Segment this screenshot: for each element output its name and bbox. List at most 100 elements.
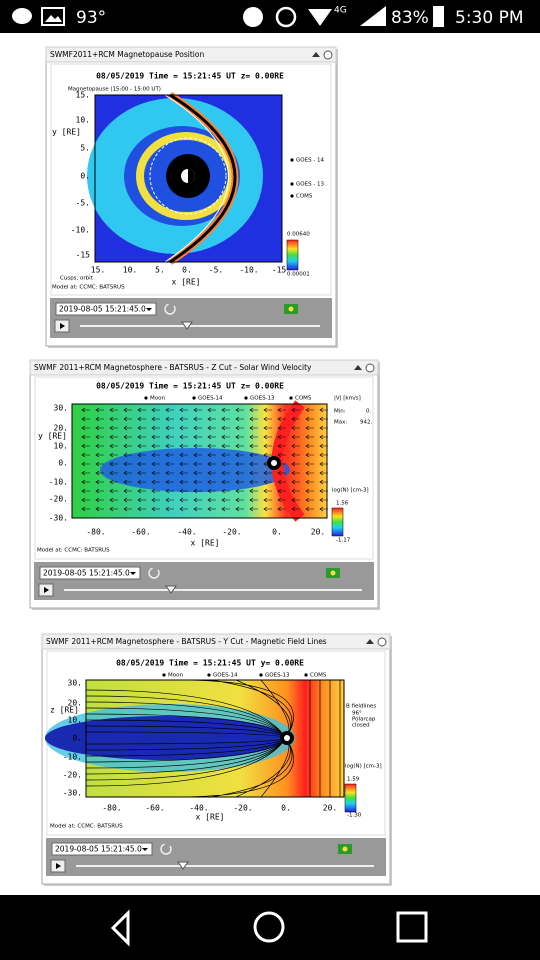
legend-marker — [289, 396, 293, 400]
y-tick-label: 20. — [54, 424, 68, 433]
message-icon — [12, 8, 32, 24]
refresh-button[interactable] — [164, 303, 176, 315]
close-button[interactable] — [365, 363, 375, 373]
x-tick-label: -5. — [209, 266, 223, 275]
plot-note: 1.59 — [347, 777, 360, 783]
plot-note: Min: — [334, 409, 346, 415]
x-tick-label: -80. — [102, 804, 121, 813]
time-slider-thumb[interactable] — [177, 861, 189, 870]
legend-marker — [304, 673, 308, 677]
plot-note: |V| [km/s] — [334, 396, 361, 402]
dashed-circle — [149, 137, 227, 215]
legend-label: Moon — [150, 396, 165, 402]
x-axis-label: x [RE] — [196, 813, 225, 822]
y-tick-label: 0. — [72, 734, 82, 743]
close-button[interactable] — [377, 637, 387, 647]
plot-header: 08/05/2019 Time = 15:21:45 UT y= 0.00RE — [116, 658, 304, 668]
model-credit: Model at: CCMC: BATSRUS — [52, 285, 125, 291]
plot-border — [71, 403, 328, 519]
earth — [284, 735, 290, 741]
x-tick-label: -20. — [222, 528, 241, 537]
date-dropdown[interactable] — [55, 302, 157, 316]
dropdown-arrow — [146, 308, 152, 311]
legend-label: COMS — [310, 673, 327, 679]
model-credit: Model at: CCMC: BATSRUS — [50, 824, 123, 830]
plot-note: Max: — [334, 420, 347, 426]
y-tick-label: 10. — [54, 442, 68, 451]
magnetopause-edge — [164, 94, 229, 263]
plot-note: -1.30 — [347, 813, 362, 819]
y-tick-label: -30. — [63, 789, 82, 798]
x-tick-label: -60. — [131, 528, 150, 537]
x-tick-label: -40. — [177, 528, 196, 537]
back-button[interactable] — [110, 909, 130, 947]
dropdown-arrow — [130, 572, 136, 575]
time-slider-thumb[interactable] — [165, 585, 177, 594]
colorbar — [344, 783, 357, 813]
velocity-arrows — [81, 407, 328, 512]
plot-note: 0.00001 — [287, 272, 310, 278]
legend-label: GOES-14 — [198, 396, 223, 402]
legend-label: GOES-14 — [213, 673, 238, 679]
collapse-button[interactable] — [354, 365, 362, 370]
legend-label: COMS — [295, 396, 312, 402]
plot-header: 08/05/2019 Time = 15:21:45 UT z= 0.00RE — [96, 381, 284, 391]
x-tick-label: 0. — [281, 804, 291, 813]
y-tick-label: -15 — [76, 251, 91, 260]
alarm-icon — [275, 6, 297, 28]
x-tick-label: -10. — [239, 266, 258, 275]
x-axis-label: x [RE] — [191, 539, 220, 548]
date-dropdown[interactable] — [51, 842, 153, 856]
refresh-button[interactable] — [160, 843, 172, 855]
plot-note: Cusps, orbit — [60, 276, 94, 282]
plot-note: Magnetopause (15:00 - 15:00 UT) — [68, 87, 161, 93]
plot-note: 942. — [360, 420, 372, 426]
collapse-button[interactable] — [312, 52, 320, 57]
plot-note: B fieldlines — [346, 704, 376, 710]
wifi-icon — [308, 9, 332, 26]
plot-note: 1.56 — [336, 501, 349, 507]
y-tick-label: -10. — [63, 753, 82, 762]
widget-title: SWMF2011+RCM Magnetopause Position — [50, 50, 204, 59]
y-tick-label: -20. — [63, 771, 82, 780]
date-value: 2019-08-05 15:21:45.0 — [55, 845, 142, 854]
widget-title-bar — [41, 633, 391, 650]
home-button[interactable] — [253, 911, 285, 943]
y-tick-label: -20. — [49, 495, 68, 504]
date-dropdown[interactable] — [39, 566, 141, 580]
bluetooth-icon — [243, 7, 263, 27]
legend-marker — [192, 396, 196, 400]
legend-marker — [290, 194, 294, 198]
network-type: 4G — [334, 6, 347, 16]
battery-level: 83% — [391, 8, 429, 28]
plot-note: log(N) [cm-3] — [345, 764, 382, 770]
x-tick-label: 5. — [155, 266, 165, 275]
legend-marker — [290, 158, 294, 162]
play-icon — [44, 587, 49, 593]
legend-marker — [290, 182, 294, 186]
time-slider-thumb[interactable] — [181, 321, 193, 330]
flag-icon-center — [288, 306, 294, 312]
y-tick-label: 5. — [80, 144, 90, 153]
refresh-button[interactable] — [148, 567, 160, 579]
legend-marker — [244, 396, 248, 400]
collapse-button[interactable] — [366, 639, 374, 644]
y-tick-label: 15. — [76, 91, 90, 100]
x-tick-label: 15. — [91, 266, 105, 275]
earth-night — [188, 169, 195, 183]
plot-border — [85, 679, 345, 798]
y-tick-label: 30. — [54, 404, 68, 413]
plot-note: Polarcap — [352, 717, 376, 723]
y-tick-label: 20. — [68, 699, 82, 708]
earth — [271, 460, 277, 466]
date-value: 2019-08-05 15:21:45.0 — [59, 305, 146, 314]
close-button[interactable] — [323, 50, 333, 60]
legend-marker — [162, 673, 166, 677]
widget-title-bar — [45, 46, 337, 63]
signal-icon — [360, 6, 386, 26]
recents-button[interactable] — [396, 911, 428, 943]
y-tick-label: -30. — [49, 514, 68, 523]
legend-marker — [207, 673, 211, 677]
legend-label: GOES - 13 — [296, 182, 325, 188]
